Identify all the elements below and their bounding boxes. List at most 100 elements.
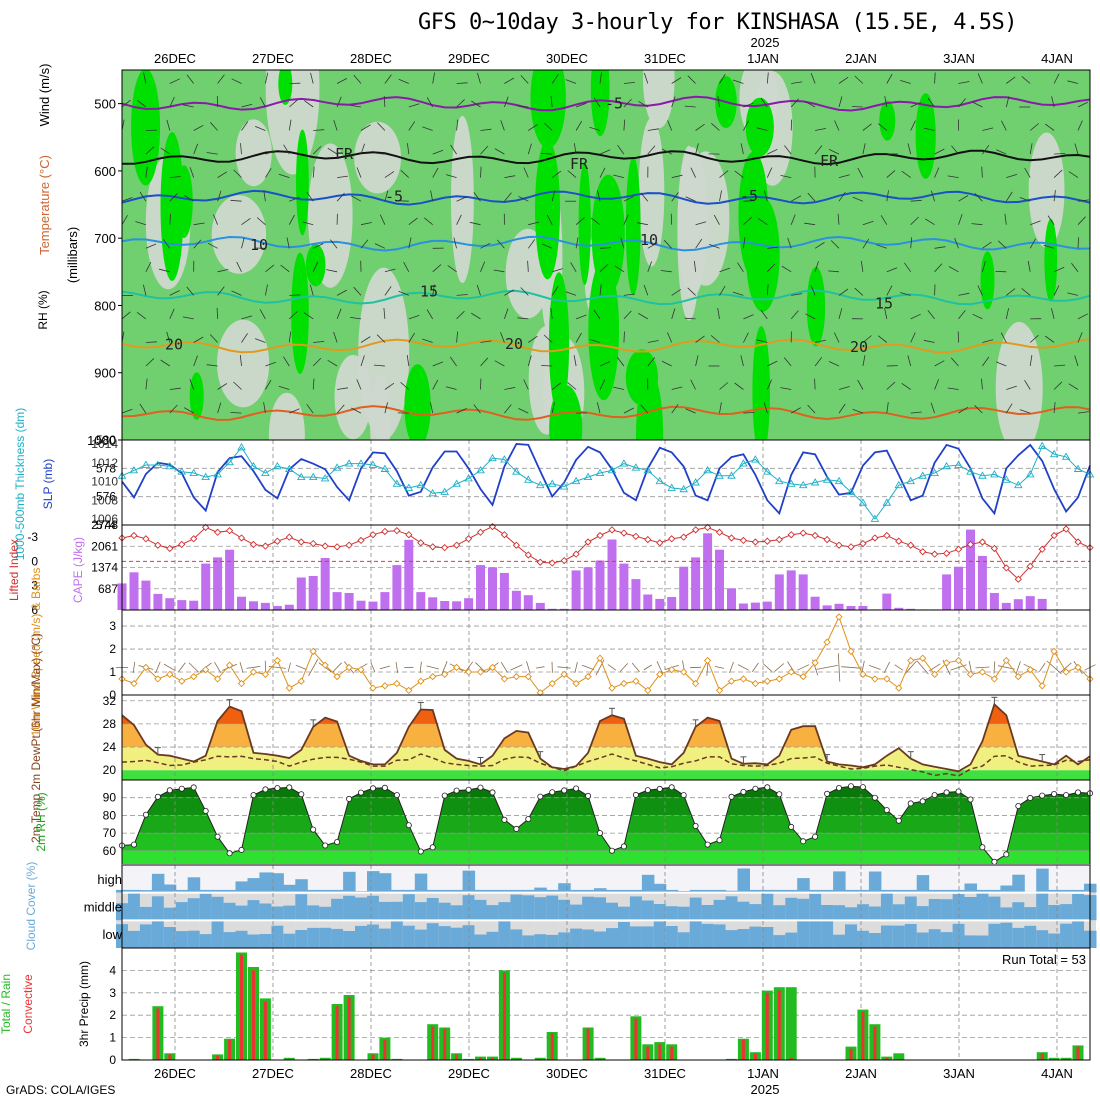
- thickness-point: [894, 480, 904, 489]
- wind-barb: [671, 386, 683, 390]
- wind-speed-point: [763, 677, 771, 685]
- wind-barb: [838, 288, 849, 296]
- thickness-point: [464, 474, 473, 482]
- wind-barb: [1071, 262, 1079, 273]
- wind-speed-point: [644, 686, 652, 695]
- isotherm-label: 10: [640, 231, 658, 249]
- wind-barb: [623, 331, 625, 343]
- wind-barb: [636, 222, 648, 226]
- wind-barb: [546, 214, 553, 225]
- cloud-fraction-cell: [892, 925, 906, 948]
- rh-point: [405, 822, 412, 829]
- wind-barb: [958, 292, 970, 296]
- wind-barb: [206, 152, 218, 155]
- cape-bar: [571, 570, 581, 610]
- wind-barb: [593, 97, 601, 108]
- thickness-point: [966, 467, 975, 475]
- wind-barb: [432, 167, 439, 178]
- thickness-point: [165, 461, 175, 470]
- cloud-fraction-cell: [629, 896, 643, 921]
- wind-barb: [456, 119, 459, 131]
- cloud-fraction-cell: [426, 898, 440, 921]
- wind-barb: [145, 166, 148, 178]
- cloud-fraction-cell: [139, 924, 153, 948]
- wind-speed-point: [202, 666, 210, 674]
- cape-tick-label: 2748: [91, 518, 118, 532]
- slp-tick-label: 1012: [91, 456, 118, 470]
- li-point: [429, 543, 437, 551]
- convective-precip-bar: [897, 1058, 901, 1060]
- rh-point: [609, 847, 616, 854]
- wind-barb: [982, 339, 994, 343]
- rh-point: [465, 786, 472, 793]
- thickness-point: [201, 472, 210, 481]
- li-point: [584, 538, 592, 546]
- thickness-point: [189, 468, 198, 476]
- wind-speed-point: [632, 677, 640, 685]
- surface-wind-barb: [500, 661, 508, 673]
- surface-wind-barb: [557, 666, 571, 669]
- cape-bar: [655, 598, 665, 610]
- cloud-fraction-cell: [534, 934, 547, 948]
- wind-speed-point: [357, 666, 365, 674]
- wind-barb: [790, 214, 796, 225]
- surface-wind-barb: [177, 662, 186, 673]
- wind-barb: [567, 170, 577, 178]
- thickness-point: [846, 487, 856, 495]
- wind-barb: [473, 192, 481, 202]
- rh-line: [121, 785, 1091, 863]
- thickness-point: [416, 480, 426, 489]
- convective-precip-bar: [586, 1028, 590, 1060]
- cape-bar: [810, 596, 820, 610]
- isotherm-label: 15: [875, 294, 893, 312]
- wind-barb: [1045, 123, 1055, 131]
- date-label-top: 26DEC: [154, 51, 196, 66]
- cloud-fraction-cell: [223, 902, 237, 921]
- wind-barb: [312, 146, 322, 155]
- rh-moist-region: [278, 70, 293, 105]
- wind-barb: [353, 74, 362, 84]
- thickness-point: [571, 476, 581, 485]
- wind-speed-point: [966, 670, 975, 678]
- convective-precip-bar: [873, 1026, 877, 1060]
- cloud-fraction-cell: [797, 898, 810, 921]
- wind-barb: [480, 166, 482, 178]
- convective-precip-bar: [646, 1046, 650, 1060]
- li-point: [978, 538, 987, 546]
- date-label-bottom: 3JAN: [943, 1066, 975, 1081]
- cloud-fraction-cell: [223, 932, 237, 948]
- rh-tick-label: 80: [103, 808, 117, 822]
- surface-wind-barb: [163, 663, 176, 672]
- cloud-fraction-cell: [582, 929, 595, 948]
- cloud-fraction-cell: [151, 920, 165, 948]
- cape-bar: [774, 574, 784, 610]
- wind-barb: [169, 387, 181, 390]
- convective-precip-bar: [455, 1054, 459, 1060]
- cloud-fraction-cell: [163, 927, 177, 948]
- cloud-fraction-cell: [510, 929, 523, 948]
- convective-precip-bar: [287, 1058, 291, 1060]
- wind-barb: [456, 294, 468, 296]
- wind-barb: [469, 221, 481, 226]
- wind-barb: [406, 355, 410, 367]
- wind-barb: [743, 102, 754, 108]
- wind-speed-point: [1074, 663, 1082, 672]
- rh-point: [967, 796, 974, 803]
- wind-barb: [543, 334, 553, 343]
- wind-barb: [206, 364, 218, 367]
- wind-barb: [193, 143, 199, 155]
- rh-point: [776, 791, 783, 798]
- temp-tick-label: 28: [103, 717, 117, 731]
- cape-bar: [392, 565, 402, 610]
- cloud-fraction-cell: [331, 928, 344, 948]
- cloud-fraction-cell: [187, 877, 201, 893]
- cape-bar: [344, 593, 354, 610]
- thickness-frame: [121, 439, 1091, 526]
- rh-dry-region: [354, 121, 401, 194]
- wind-barb: [910, 332, 916, 343]
- cloud-fraction-cell: [1012, 927, 1025, 948]
- wind-barb: [671, 96, 676, 108]
- cloud-fraction-cell: [522, 895, 535, 921]
- wind-barb: [143, 72, 147, 84]
- cloud-fraction-cell: [175, 902, 189, 921]
